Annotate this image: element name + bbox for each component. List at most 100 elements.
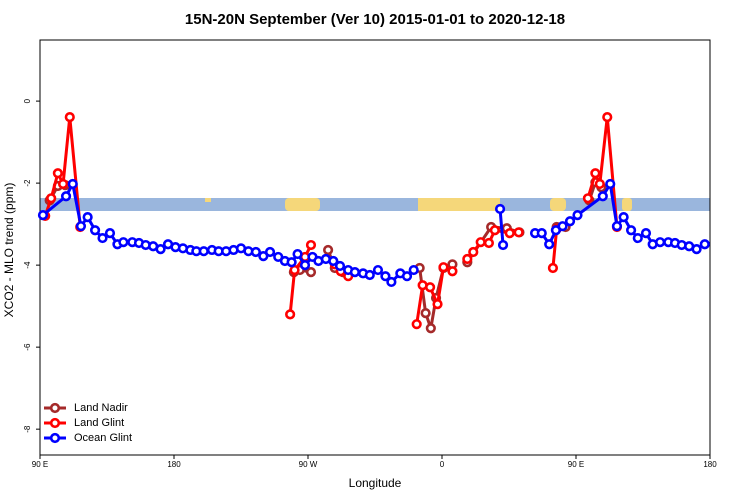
data-point — [305, 239, 317, 251]
data-point — [489, 225, 500, 236]
data-point — [699, 239, 710, 250]
data-point — [594, 178, 605, 190]
data-point — [655, 237, 666, 248]
data-point — [155, 244, 166, 255]
data-point — [60, 191, 72, 202]
land-patch — [205, 198, 211, 202]
map-strip — [40, 198, 710, 211]
legend-marker — [49, 417, 61, 429]
data-point — [104, 228, 116, 239]
chart-title: 15N-20N September (Ver 10) 2015-01-01 to… — [185, 11, 565, 28]
data-point — [285, 309, 296, 320]
data-point — [89, 225, 101, 236]
data-point — [597, 191, 608, 202]
data-point — [504, 228, 515, 239]
data-point — [52, 168, 63, 179]
data-point — [483, 237, 495, 249]
data-point — [420, 308, 431, 319]
data-point — [425, 323, 436, 334]
legend-marker — [49, 432, 61, 444]
data-point — [611, 221, 623, 232]
data-point — [328, 255, 339, 267]
data-point — [497, 239, 509, 251]
data-point — [289, 264, 300, 276]
y-tick-label: -4 — [23, 261, 32, 269]
data-point — [46, 193, 57, 204]
x-tick-label: 90 E — [32, 460, 48, 469]
data-point — [536, 228, 547, 239]
data-point — [564, 216, 576, 227]
data-point — [380, 271, 391, 282]
data-point — [75, 221, 87, 232]
land-patch — [285, 198, 320, 211]
data-point — [691, 244, 702, 255]
data-point — [198, 246, 209, 257]
data-point — [618, 212, 629, 223]
ocean-band — [40, 198, 710, 211]
data-point — [250, 246, 261, 258]
data-point — [386, 276, 397, 288]
data-point — [640, 228, 652, 239]
data-point — [468, 246, 479, 258]
x-tick-label: 0 — [440, 460, 445, 469]
data-point — [625, 225, 637, 236]
data-point — [118, 237, 129, 248]
land-patch — [418, 198, 500, 211]
data-point — [408, 264, 419, 276]
legend-label: Land Nadir — [74, 402, 128, 414]
data-point — [349, 267, 361, 278]
data-point — [462, 253, 473, 265]
land-patch — [550, 198, 566, 211]
legend-label: Ocean Glint — [74, 432, 132, 444]
x-tick-label: 180 — [167, 460, 181, 469]
land-patch — [622, 198, 632, 211]
data-point — [432, 298, 443, 310]
data-point — [57, 178, 69, 190]
x-tick-label: 180 — [703, 460, 717, 469]
y-tick-label: 0 — [23, 98, 32, 103]
data-point — [286, 257, 297, 268]
data-point — [590, 168, 601, 179]
data-point — [494, 203, 506, 215]
data-point — [582, 193, 594, 204]
legend-label: Land Glint — [74, 417, 124, 429]
data-point — [82, 212, 93, 223]
data-point — [334, 260, 346, 272]
data-point — [401, 271, 413, 282]
data-point — [37, 210, 49, 221]
y-axis-label: XCO2 - MLO trend (ppm) — [2, 183, 16, 318]
data-point — [411, 319, 422, 330]
data-point — [305, 267, 317, 278]
data-point — [547, 262, 559, 274]
data-point — [97, 232, 108, 244]
data-point — [513, 227, 524, 238]
data-point — [264, 246, 276, 258]
data-point — [447, 266, 458, 277]
data-point — [364, 269, 375, 281]
data-point — [299, 260, 311, 271]
data-point — [372, 264, 384, 276]
data-point — [632, 232, 643, 244]
data-point — [67, 178, 78, 190]
data-point — [557, 221, 568, 232]
data-point — [64, 111, 75, 123]
x-axis-label: Longitude — [349, 476, 402, 490]
legend-marker — [49, 402, 61, 414]
x-tick-label: 90 W — [299, 460, 318, 469]
y-tick-label: -8 — [23, 425, 32, 433]
data-point — [438, 262, 449, 273]
data-point — [323, 244, 334, 256]
legend: Land Nadir Land Glint Ocean Glint — [44, 402, 132, 444]
x-tick-label: 90 E — [568, 460, 584, 469]
data-point — [572, 210, 583, 221]
series-line — [43, 116, 619, 325]
data-point — [424, 282, 436, 293]
data-point — [475, 237, 486, 248]
plot-frame — [39, 39, 711, 456]
y-tick-label: -6 — [23, 343, 32, 351]
data-point — [544, 239, 555, 250]
data-point — [605, 178, 616, 190]
data-point — [292, 248, 303, 260]
